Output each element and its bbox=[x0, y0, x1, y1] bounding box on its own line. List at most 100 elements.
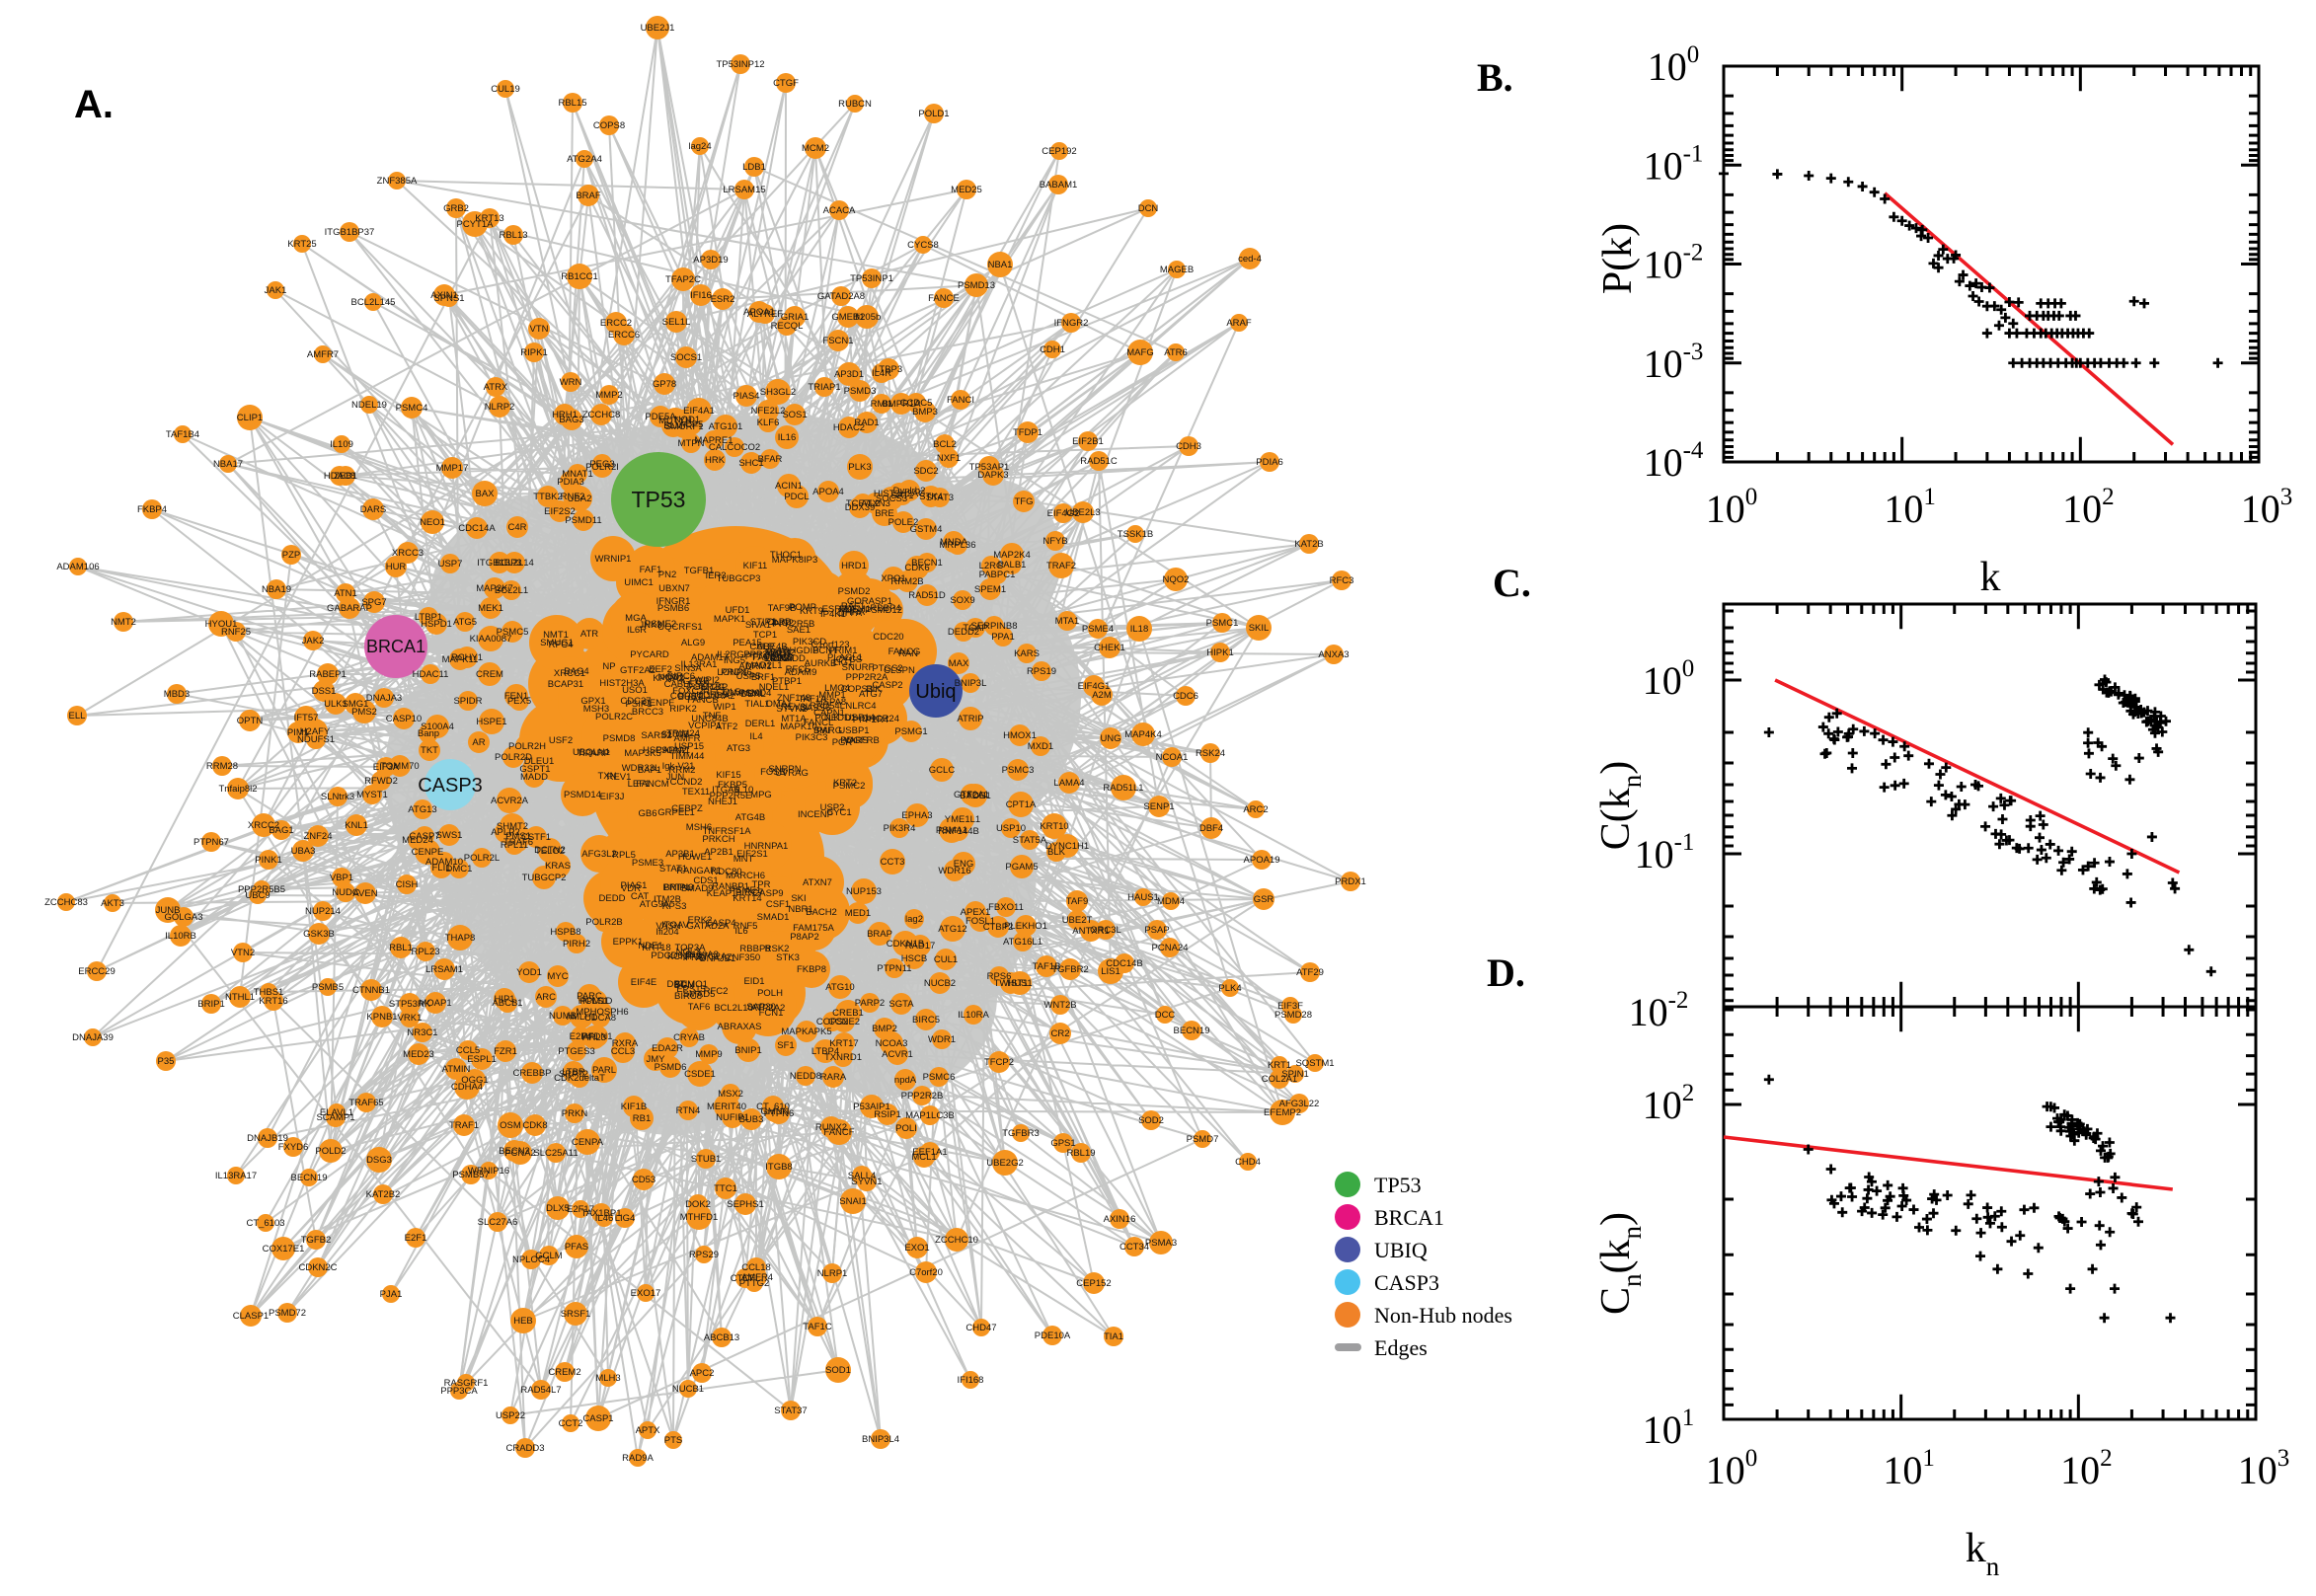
svg-text:GSPT1: GSPT1 bbox=[519, 764, 550, 775]
svg-text:PSMD6: PSMD6 bbox=[655, 1062, 687, 1073]
svg-text:TP53INP12: TP53INP12 bbox=[716, 59, 764, 70]
svg-text:BNIP3L4: BNIP3L4 bbox=[862, 1434, 899, 1445]
svg-text:MEK1: MEK1 bbox=[478, 603, 503, 614]
svg-text:SGTA: SGTA bbox=[888, 999, 914, 1010]
svg-text:APOA4: APOA4 bbox=[812, 487, 844, 497]
svg-text:RANBP1: RANBP1 bbox=[712, 881, 749, 892]
svg-text:SMAD9: SMAD9 bbox=[681, 883, 714, 894]
svg-text:FAM101B: FAM101B bbox=[752, 652, 794, 663]
svg-text:ZNF385A: ZNF385A bbox=[377, 176, 418, 187]
svg-text:HRD1: HRD1 bbox=[841, 561, 867, 571]
svg-text:JUNB: JUNB bbox=[156, 905, 181, 916]
svg-text:APEX1: APEX1 bbox=[961, 907, 991, 918]
svg-text:TFAP2C: TFAP2C bbox=[665, 274, 701, 285]
svg-text:WIPI2: WIPI2 bbox=[694, 675, 720, 686]
svg-text:AVEN: AVEN bbox=[352, 888, 377, 899]
svg-text:FXYD6: FXYD6 bbox=[278, 1142, 309, 1153]
svg-text:CYC1: CYC1 bbox=[826, 807, 851, 818]
svg-text:CALCOCO2: CALCOCO2 bbox=[709, 442, 760, 453]
svg-text:MMP17: MMP17 bbox=[436, 463, 469, 474]
svg-text:EEF1A1: EEF1A1 bbox=[912, 1147, 947, 1158]
svg-text:TIMM44: TIMM44 bbox=[670, 751, 705, 762]
svg-text:CSTF1: CSTF1 bbox=[521, 832, 551, 843]
svg-text:USP2: USP2 bbox=[820, 802, 845, 813]
svg-text:UQCRFS1: UQCRFS1 bbox=[657, 622, 702, 633]
svg-text:ATF2: ATF2 bbox=[716, 722, 738, 732]
svg-text:PSME1: PSME1 bbox=[730, 885, 761, 896]
svg-text:LRSAM15: LRSAM15 bbox=[723, 185, 765, 195]
svg-text:KNL1: KNL1 bbox=[345, 820, 368, 831]
svg-text:RTN4: RTN4 bbox=[676, 1105, 701, 1116]
svg-text:UNG: UNG bbox=[1100, 733, 1120, 744]
svg-text:IL6: IL6 bbox=[734, 926, 747, 937]
svg-text:CDKN1B: CDKN1B bbox=[887, 939, 925, 950]
svg-text:YME1L1: YME1L1 bbox=[945, 814, 980, 825]
svg-text:UBE2J1: UBE2J1 bbox=[641, 23, 675, 34]
svg-text:SHMT2: SHMT2 bbox=[497, 821, 528, 832]
svg-text:MAPRE1: MAPRE1 bbox=[694, 435, 733, 446]
svg-text:NEDD8: NEDD8 bbox=[790, 1071, 821, 1082]
svg-text:SLNtrk3: SLNtrk3 bbox=[321, 792, 354, 802]
svg-text:C4R: C4R bbox=[507, 522, 526, 533]
svg-text:ESR1: ESR1 bbox=[822, 604, 847, 615]
svg-text:BRAF: BRAF bbox=[576, 190, 601, 201]
svg-text:BMF: BMF bbox=[813, 725, 833, 736]
svg-text:NCOA3: NCOA3 bbox=[876, 1038, 908, 1049]
svg-text:TDG: TDG bbox=[966, 791, 986, 801]
svg-text:IL2RG: IL2RG bbox=[717, 649, 743, 660]
svg-text:ERCC2: ERCC2 bbox=[600, 318, 632, 329]
svg-text:RSIP1: RSIP1 bbox=[874, 1109, 900, 1120]
svg-text:KRT16: KRT16 bbox=[259, 996, 287, 1007]
svg-text:GPX1: GPX1 bbox=[580, 696, 605, 707]
svg-text:FKBP8: FKBP8 bbox=[797, 964, 826, 975]
svg-text:PALB2: PALB2 bbox=[767, 647, 796, 658]
svg-text:E2F1: E2F1 bbox=[405, 1233, 427, 1244]
svg-text:CDC20: CDC20 bbox=[873, 632, 903, 643]
svg-text:ANTXR1: ANTXR1 bbox=[1072, 926, 1109, 937]
svg-text:DLX5: DLX5 bbox=[546, 1203, 570, 1214]
svg-text:Igk-V21: Igk-V21 bbox=[662, 761, 695, 772]
svg-text:HDAC8: HDAC8 bbox=[324, 471, 355, 482]
svg-text:NUCB1: NUCB1 bbox=[672, 1384, 704, 1395]
svg-text:TGFB1: TGFB1 bbox=[684, 566, 715, 576]
svg-text:ITGB1BP3: ITGB1BP3 bbox=[477, 558, 521, 569]
svg-text:PLK3: PLK3 bbox=[848, 462, 871, 473]
svg-text:STAT3: STAT3 bbox=[926, 493, 954, 503]
svg-text:JAK1: JAK1 bbox=[265, 285, 287, 296]
svg-text:WRN: WRN bbox=[560, 377, 582, 388]
svg-text:WRNIP16: WRNIP16 bbox=[468, 1166, 509, 1177]
svg-text:IL16: IL16 bbox=[778, 432, 797, 443]
svg-text:LTBR: LTBR bbox=[562, 1067, 585, 1078]
svg-text:IFI16: IFI16 bbox=[690, 290, 712, 301]
svg-text:FANCI: FANCI bbox=[947, 395, 974, 406]
svg-text:POLI: POLI bbox=[895, 1123, 917, 1134]
svg-text:BCAP31: BCAP31 bbox=[548, 679, 583, 690]
svg-text:RB1: RB1 bbox=[633, 1113, 651, 1124]
svg-text:LIG4: LIG4 bbox=[615, 1213, 636, 1224]
svg-text:DERL1: DERL1 bbox=[745, 719, 776, 729]
svg-text:PSMD11: PSMD11 bbox=[565, 515, 601, 526]
svg-text:UBE2T: UBE2T bbox=[1062, 915, 1093, 926]
svg-text:WRNIP1: WRNIP1 bbox=[595, 554, 632, 565]
svg-text:Cn(kn): Cn(kn) bbox=[1593, 1212, 1647, 1315]
svg-text:FEN1: FEN1 bbox=[504, 691, 528, 702]
svg-text:MLH3: MLH3 bbox=[595, 1373, 620, 1384]
svg-text:PPA1: PPA1 bbox=[991, 632, 1015, 643]
svg-text:CUL19: CUL19 bbox=[491, 84, 520, 95]
svg-text:EIF4A1: EIF4A1 bbox=[683, 406, 715, 417]
svg-text:PIK3C3: PIK3C3 bbox=[796, 732, 828, 743]
svg-text:TNFRSF1A: TNFRSF1A bbox=[702, 826, 751, 837]
svg-text:COL2A1: COL2A1 bbox=[1262, 1074, 1297, 1085]
svg-text:AP3D19: AP3D19 bbox=[693, 255, 728, 266]
svg-text:RUBCN: RUBCN bbox=[838, 99, 872, 110]
svg-text:NXF1: NXF1 bbox=[937, 453, 961, 464]
svg-text:P53AIP1: P53AIP1 bbox=[853, 1102, 890, 1112]
svg-text:KRT17: KRT17 bbox=[829, 1038, 858, 1049]
svg-text:IL10RB: IL10RB bbox=[165, 931, 196, 942]
svg-text:NBA19: NBA19 bbox=[262, 584, 291, 595]
svg-text:ATR6: ATR6 bbox=[1164, 347, 1188, 358]
svg-text:BRE: BRE bbox=[875, 508, 894, 519]
svg-text:MAP1LC3B: MAP1LC3B bbox=[905, 1110, 955, 1121]
svg-text:CREBBP: CREBBP bbox=[512, 1068, 551, 1079]
svg-text:RAD1: RAD1 bbox=[854, 418, 879, 428]
